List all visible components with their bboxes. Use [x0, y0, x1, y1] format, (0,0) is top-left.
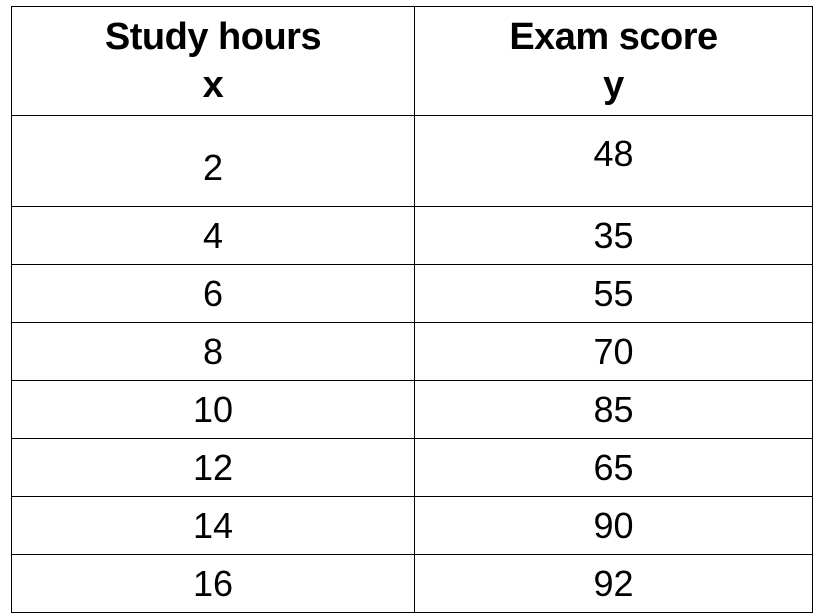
cell-study-hours: 6: [11, 264, 415, 323]
cell-exam-score: 90: [414, 496, 813, 555]
cell-exam-score: 55: [414, 264, 813, 323]
header-symbol: x: [202, 64, 224, 106]
table-body: 2 48 4 35 6 55 8 70 10 85 12 65 14 90 16: [11, 115, 813, 613]
cell-exam-score: 92: [414, 554, 813, 613]
cell-study-hours: 12: [11, 438, 415, 497]
header-symbol: y: [603, 64, 624, 106]
header-cell-study-hours: Study hours x: [11, 6, 415, 116]
table-row: 16 92: [11, 554, 813, 613]
cell-study-hours: 4: [11, 206, 415, 265]
table-row: 8 70: [11, 322, 813, 381]
cell-exam-score: 35: [414, 206, 813, 265]
header-cell-exam-score: Exam score y: [414, 6, 813, 116]
cell-study-hours: 8: [11, 322, 415, 381]
cell-study-hours: 14: [11, 496, 415, 555]
cell-study-hours: 10: [11, 380, 415, 439]
header-title: Study hours: [104, 16, 322, 58]
header-row: Study hours x Exam score y: [11, 6, 813, 116]
table-row: 6 55: [11, 264, 813, 323]
table-header: Study hours x Exam score y: [11, 6, 813, 116]
cell-exam-score: 70: [414, 322, 813, 381]
table-row: 10 85: [11, 380, 813, 439]
table-row: 2 48: [11, 115, 813, 207]
data-table: Study hours x Exam score y 2 48 4 35 6 5…: [11, 6, 813, 613]
table-row: 4 35: [11, 206, 813, 265]
table-row: 14 90: [11, 496, 813, 555]
cell-exam-score: 85: [414, 380, 813, 439]
cell-study-hours: 16: [11, 554, 415, 613]
header-title: Exam score: [509, 16, 718, 58]
cell-exam-score: 65: [414, 438, 813, 497]
cell-study-hours: 2: [11, 115, 415, 207]
table-row: 12 65: [11, 438, 813, 497]
cell-exam-score: 48: [414, 115, 813, 207]
